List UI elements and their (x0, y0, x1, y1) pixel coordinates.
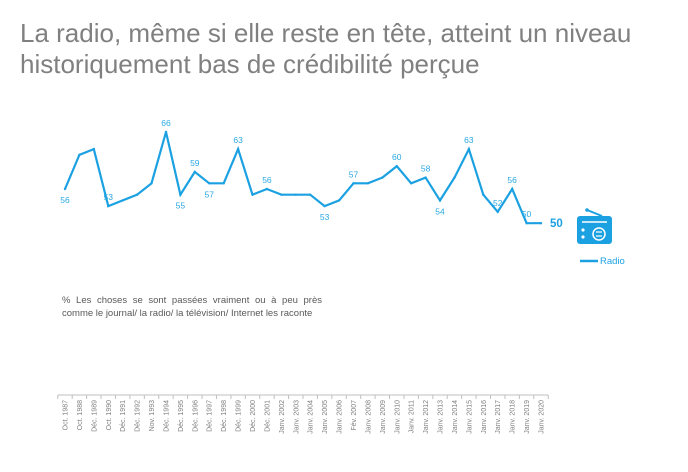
data-point (78, 153, 81, 156)
x-tick-label: Janv. 2010 (394, 400, 401, 434)
x-tick-label: Déc. 1995 (178, 400, 185, 432)
data-point (265, 187, 269, 191)
data-point (179, 193, 182, 196)
x-tick-label: Déc. 1997 (207, 400, 214, 432)
data-point (482, 193, 485, 196)
x-tick-label: Janv. 2008 (365, 400, 372, 434)
x-tick-label: Janv. 2012 (423, 400, 430, 434)
x-tick-label: Janv. 2004 (308, 400, 315, 434)
x-tick-label: Janv. 2020 (539, 400, 546, 434)
x-tick-label: Oct. 1990 (106, 400, 113, 430)
data-point (107, 204, 110, 208)
data-point (510, 187, 514, 191)
data-point (135, 193, 139, 196)
x-tick-label: Janv. 2002 (279, 400, 286, 434)
data-point (539, 222, 543, 225)
x-tick-label: Déc. 1998 (221, 400, 228, 432)
data-point (251, 193, 254, 196)
data-point (208, 182, 211, 185)
data-label: 66 (161, 118, 171, 128)
chart-note: % Les choses se sont passées vraiment ou… (62, 295, 322, 319)
data-point (92, 147, 96, 151)
data-point (409, 182, 413, 185)
data-label: 57 (205, 189, 215, 199)
x-tick-label: Déc. 2000 (250, 400, 257, 432)
data-label: 58 (421, 164, 431, 174)
data-point (236, 147, 240, 151)
data-label: 50 (522, 209, 532, 219)
data-label: 57 (349, 169, 359, 179)
data-point (193, 170, 197, 174)
x-tick-label: Janv. 2006 (337, 400, 344, 434)
x-tick-label: Déc. 1991 (120, 400, 127, 432)
data-point (525, 222, 528, 225)
data-label: 50 (550, 218, 563, 230)
x-tick-label: Janv. 2015 (466, 400, 473, 434)
x-tick-label: Déc. 1989 (91, 400, 98, 432)
legend-label: Radio (600, 256, 625, 267)
x-tick-label: Janv. 2017 (495, 400, 502, 434)
data-point (63, 187, 67, 191)
data-label: 56 (507, 175, 517, 185)
series-line-radio (63, 131, 541, 225)
data-point (280, 193, 283, 196)
data-point (381, 176, 384, 179)
legend: Radio (577, 208, 625, 267)
data-label: 63 (464, 135, 474, 145)
data-point (164, 130, 168, 134)
x-tick-label: Déc. 1996 (192, 400, 199, 432)
data-label: 53 (320, 212, 330, 222)
data-point (366, 182, 370, 185)
x-tick-label: Janv. 2003 (293, 400, 300, 434)
data-point (150, 182, 153, 185)
x-tick-label: Nov. 1993 (149, 400, 156, 431)
data-label: 53 (104, 192, 114, 202)
data-label: 52 (493, 198, 503, 208)
data-point (467, 147, 471, 151)
x-tick-label: Janv. 2016 (481, 400, 488, 434)
data-point (438, 199, 442, 202)
data-point (352, 182, 355, 185)
x-tick-label: Oct. 1988 (77, 400, 84, 430)
data-point (453, 176, 456, 179)
x-tick-label: Janv. 2005 (322, 400, 329, 434)
x-tick-label: Déc. 1994 (163, 400, 170, 432)
data-point (337, 199, 341, 202)
slide-title: La radio, même si elle reste en tête, at… (20, 18, 632, 79)
data-point (222, 182, 225, 185)
x-tick-label: Déc. 1999 (236, 400, 243, 432)
data-point (424, 176, 427, 179)
data-label: 59 (190, 158, 200, 168)
data-point (294, 193, 297, 196)
x-tick-label: Janv. 2019 (524, 400, 531, 434)
data-point (496, 210, 499, 213)
x-tick-label: Janv. 2011 (409, 400, 416, 433)
radio-icon (577, 208, 612, 244)
x-tick-label: Déc. 1992 (135, 400, 142, 432)
x-tick-label: Janv. 2013 (438, 400, 445, 434)
data-label: 60 (392, 152, 402, 162)
x-tick-label: Janv. 2014 (452, 400, 459, 434)
data-label: 56 (262, 175, 272, 185)
data-label: 54 (435, 206, 445, 216)
data-point (323, 204, 326, 208)
data-label: 63 (233, 135, 243, 145)
data-label: 56 (60, 195, 70, 205)
data-point (309, 193, 312, 196)
x-tick-label: Fév. 2007 (351, 400, 358, 431)
data-point (121, 199, 124, 202)
x-tick-label: Janv. 2018 (510, 400, 517, 434)
x-tick-label: Janv. 2009 (380, 400, 387, 434)
data-label: 55 (176, 201, 186, 211)
x-tick-label: Oct. 1987 (63, 400, 70, 430)
data-point (395, 165, 398, 168)
x-tick-label: Déc. 2001 (264, 400, 271, 432)
